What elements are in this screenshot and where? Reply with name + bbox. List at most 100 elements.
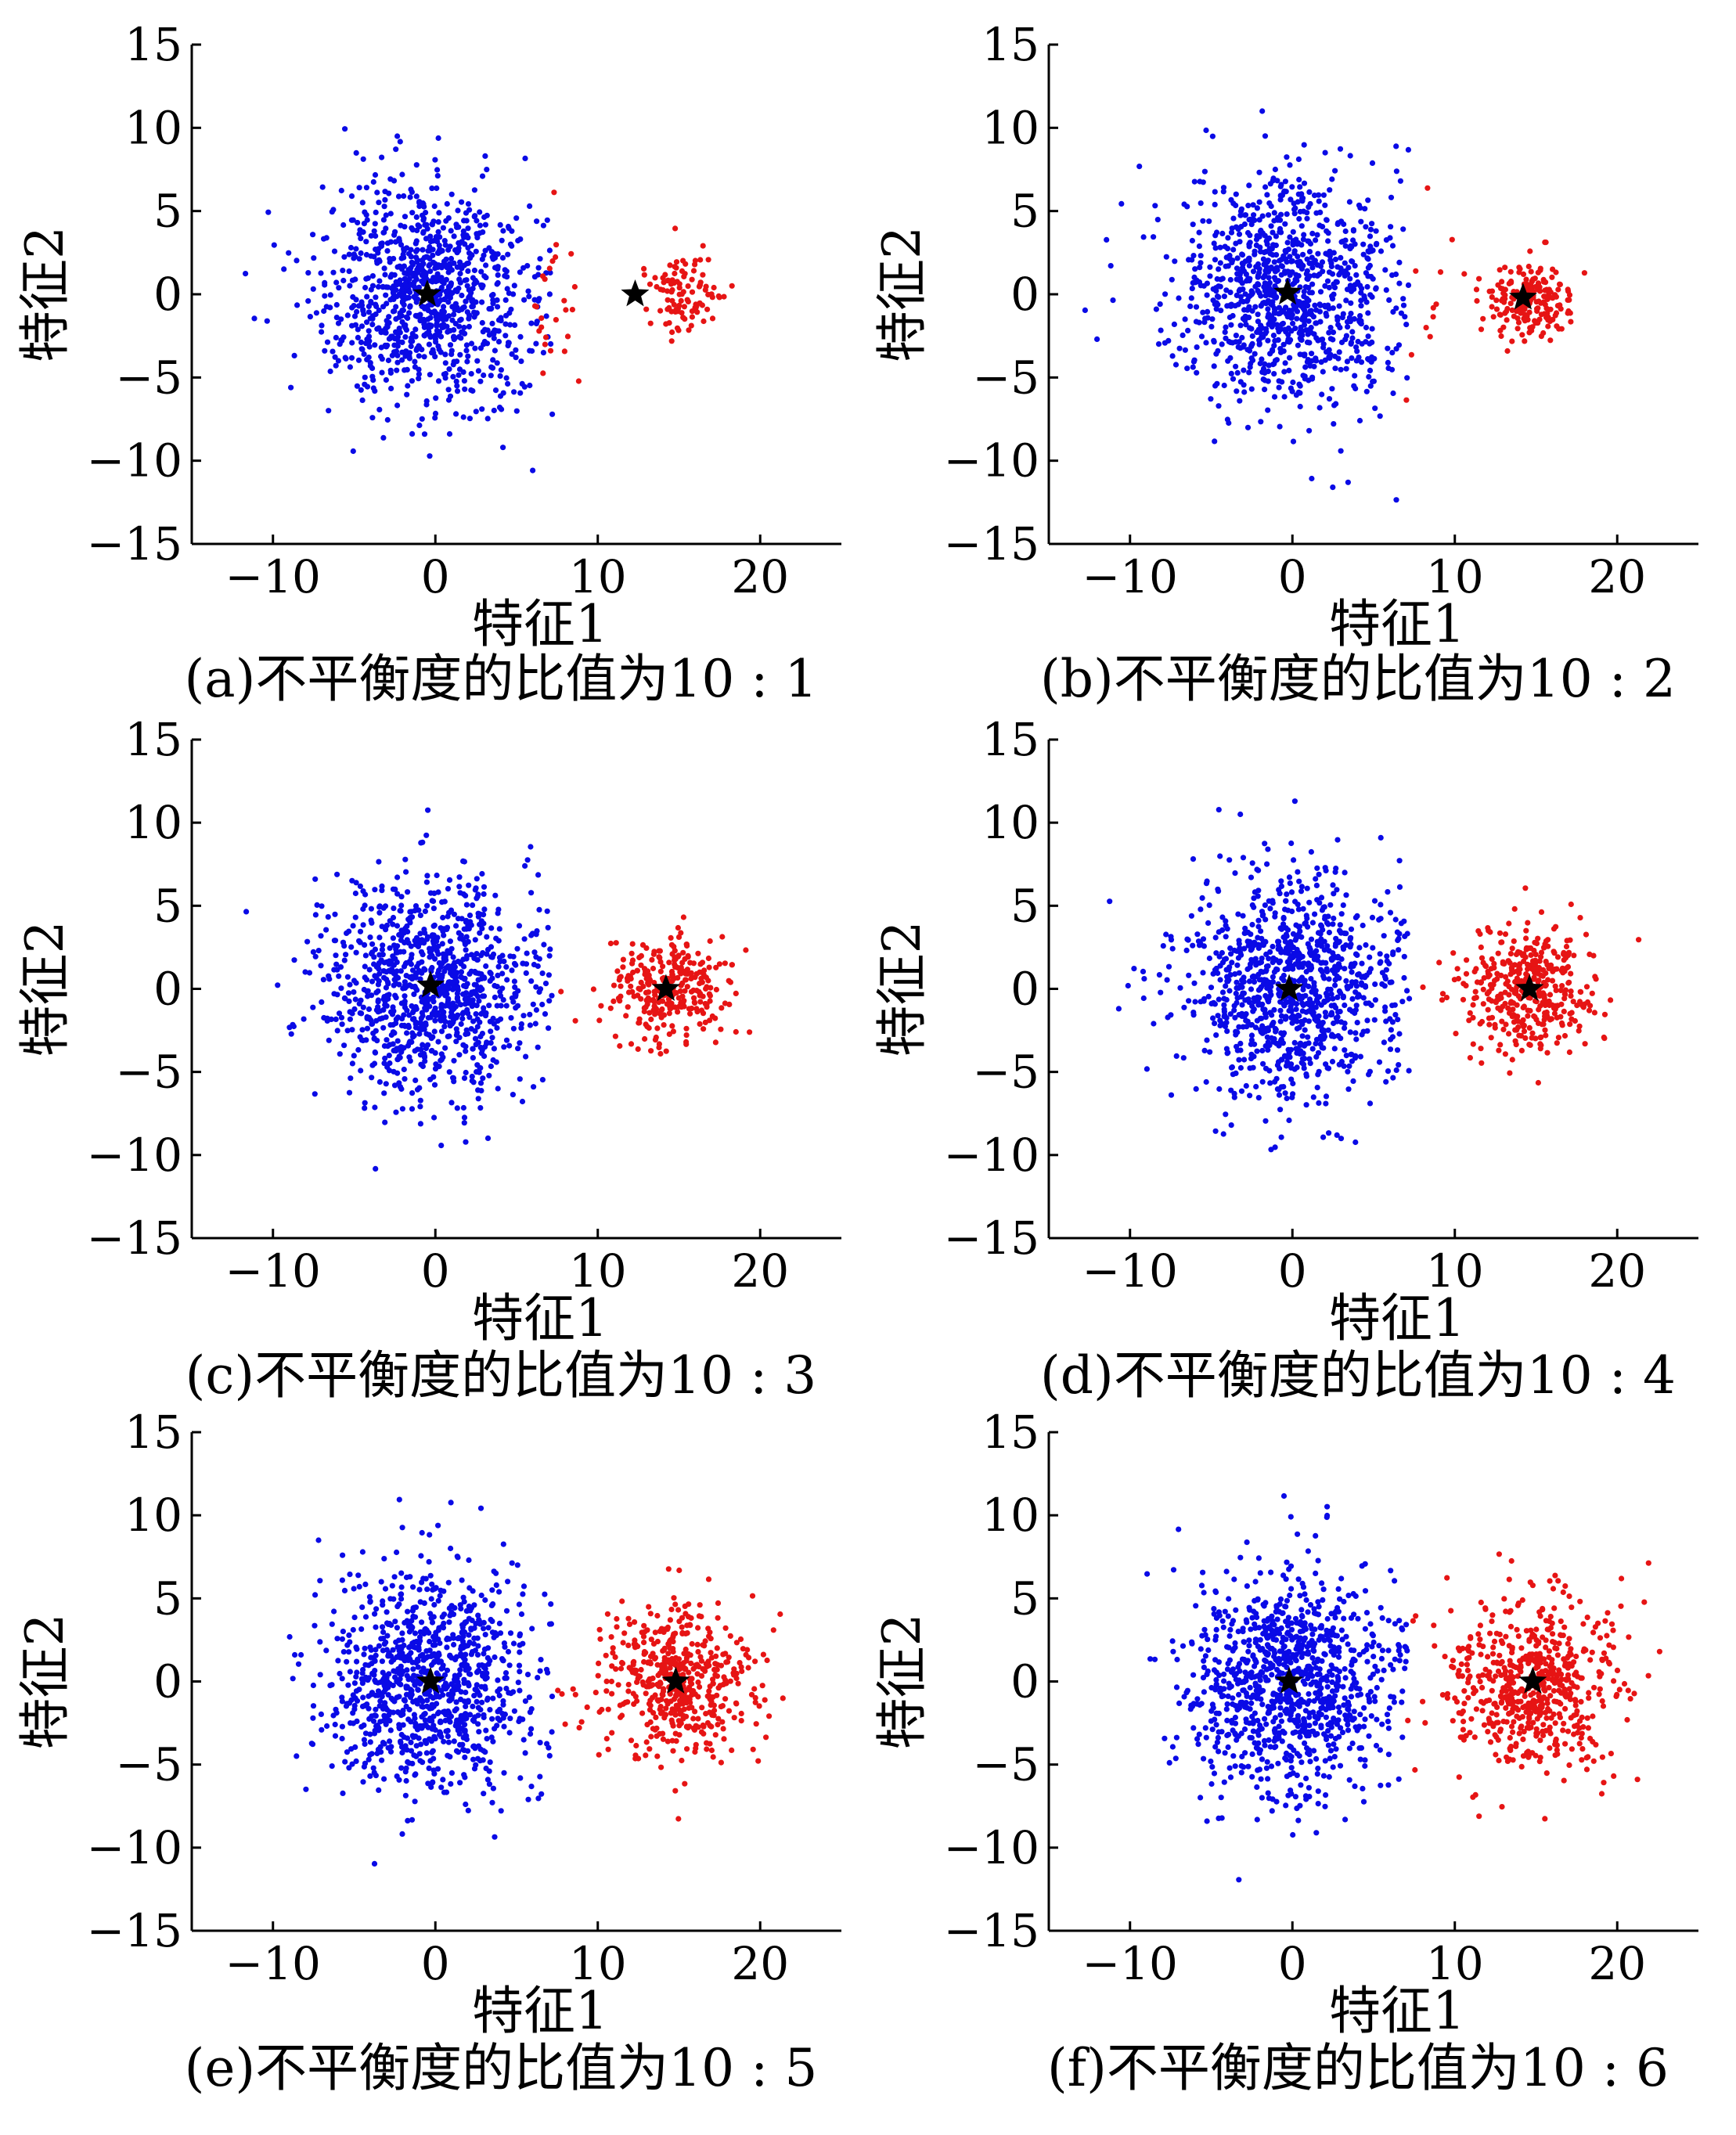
data-point xyxy=(380,952,386,958)
data-point xyxy=(1209,133,1216,139)
data-point xyxy=(1201,168,1208,175)
data-point xyxy=(401,193,407,200)
data-point xyxy=(435,135,441,142)
data-point xyxy=(407,909,413,915)
data-point xyxy=(1570,999,1576,1005)
data-point xyxy=(1548,1016,1554,1022)
data-point xyxy=(394,891,401,897)
data-point xyxy=(466,312,473,319)
data-point xyxy=(423,221,430,228)
data-point xyxy=(1558,326,1565,332)
data-point xyxy=(1353,1036,1360,1042)
data-point xyxy=(369,1021,376,1027)
data-point xyxy=(1273,233,1279,239)
data-point xyxy=(408,343,414,350)
data-point xyxy=(1342,260,1348,266)
data-point xyxy=(445,1033,451,1039)
data-point xyxy=(363,275,369,282)
data-point xyxy=(406,1012,412,1018)
data-point xyxy=(462,330,468,337)
data-point xyxy=(1342,237,1349,243)
data-point xyxy=(1242,925,1248,931)
data-point xyxy=(1310,314,1316,320)
data-point xyxy=(1396,1031,1403,1037)
data-point xyxy=(372,1104,378,1111)
data-point xyxy=(291,957,297,963)
data-point xyxy=(1221,382,1227,389)
data-point xyxy=(417,1104,423,1110)
data-point xyxy=(1322,283,1328,289)
data-point xyxy=(461,983,467,989)
data-point xyxy=(294,257,300,264)
data-point xyxy=(679,310,685,316)
data-point xyxy=(1503,1021,1509,1028)
data-point xyxy=(657,308,664,314)
data-point xyxy=(508,306,514,312)
data-point xyxy=(446,979,453,985)
data-point xyxy=(1322,149,1328,156)
data-point xyxy=(439,960,445,967)
data-point xyxy=(1349,995,1356,1002)
data-point xyxy=(348,244,355,251)
data-point xyxy=(479,256,485,262)
data-point xyxy=(1176,295,1182,301)
data-point xyxy=(1315,999,1321,1006)
data-point xyxy=(1287,162,1293,168)
data-point xyxy=(335,320,342,326)
data-point xyxy=(479,319,485,326)
data-point xyxy=(697,279,704,286)
data-point xyxy=(1203,340,1209,346)
data-point xyxy=(387,1060,393,1067)
data-point xyxy=(1267,1080,1273,1086)
data-point xyxy=(401,1012,407,1018)
data-point xyxy=(1404,375,1410,381)
data-point xyxy=(1286,1117,1292,1124)
data-point xyxy=(1337,146,1344,152)
data-point xyxy=(403,327,410,333)
data-point xyxy=(355,219,361,226)
data-point xyxy=(396,326,402,332)
data-point xyxy=(466,323,473,329)
data-point xyxy=(1217,1017,1223,1024)
data-point xyxy=(1396,1062,1402,1068)
data-point xyxy=(528,320,535,326)
data-point xyxy=(380,905,387,911)
data-point xyxy=(1301,318,1307,324)
data-point xyxy=(1315,250,1321,257)
data-point xyxy=(414,266,420,273)
data-point xyxy=(1239,280,1245,286)
data-point xyxy=(463,277,470,283)
y-tick-label: 15 xyxy=(124,713,182,766)
data-point xyxy=(1394,929,1400,935)
data-point xyxy=(1248,288,1255,294)
data-point xyxy=(1295,191,1302,197)
data-point xyxy=(445,397,452,403)
data-point xyxy=(390,1004,396,1010)
data-point xyxy=(454,388,461,394)
data-point xyxy=(313,310,319,316)
data-point xyxy=(454,990,461,996)
data-point xyxy=(1251,979,1258,985)
data-point xyxy=(1527,995,1533,1001)
data-point xyxy=(646,1024,652,1031)
data-point xyxy=(1357,313,1363,319)
data-point xyxy=(1331,1003,1338,1009)
data-point xyxy=(369,373,376,380)
data-point xyxy=(477,1080,484,1086)
data-point xyxy=(468,243,475,249)
data-point xyxy=(346,251,352,257)
data-point xyxy=(1320,369,1326,375)
data-point xyxy=(1212,257,1219,263)
data-point xyxy=(697,961,704,967)
data-point xyxy=(1228,229,1235,236)
data-point xyxy=(1262,387,1268,393)
data-point xyxy=(1544,296,1551,302)
data-point xyxy=(1201,943,1207,949)
data-point xyxy=(1395,1017,1401,1023)
data-point xyxy=(1527,1007,1533,1014)
data-point xyxy=(1190,221,1196,228)
data-point xyxy=(513,355,519,361)
data-point xyxy=(1276,887,1282,893)
data-point xyxy=(333,279,340,286)
data-point xyxy=(490,291,496,298)
